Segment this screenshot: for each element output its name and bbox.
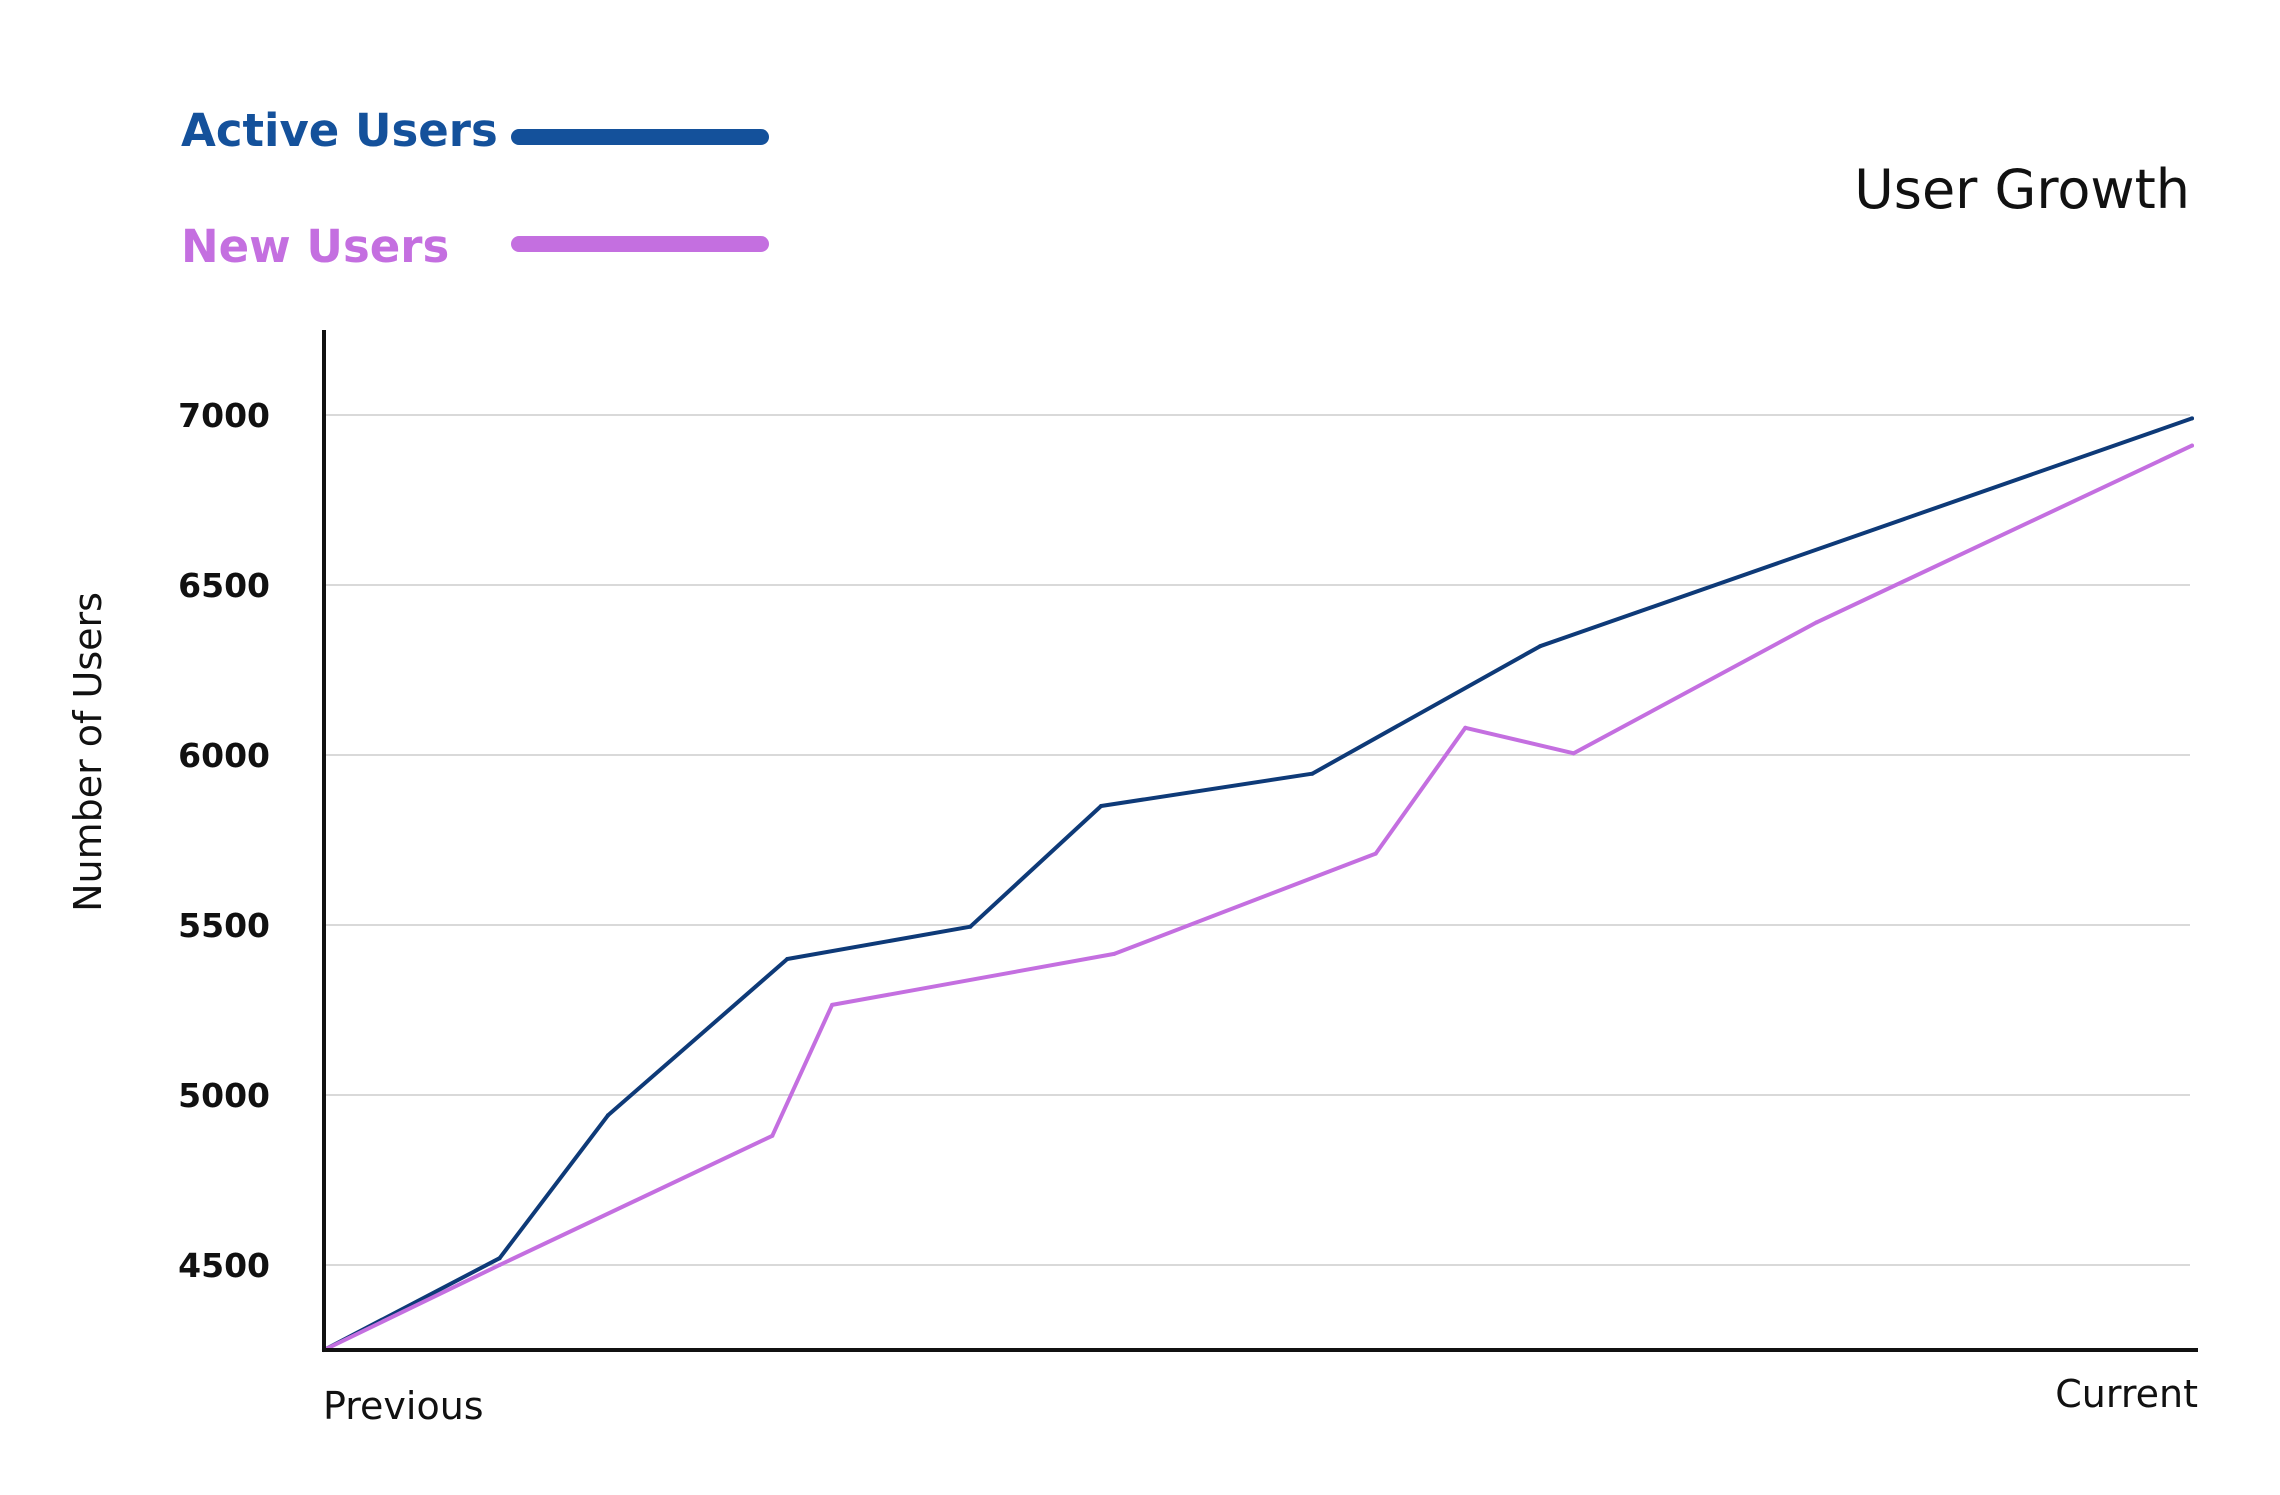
y-tick-label-7000: 7000 — [178, 396, 270, 435]
data-point-active-users-1 — [497, 1256, 502, 1261]
data-point-new-users-3 — [830, 1002, 835, 1007]
data-point-active-users-2 — [605, 1113, 610, 1118]
data-point-new-users-7 — [1571, 751, 1576, 756]
data-point-new-users-6 — [1463, 725, 1468, 730]
data-point-new-users-5 — [1373, 851, 1378, 856]
data-point-active-users-4 — [968, 924, 973, 929]
legend-item-new-users: New Users — [181, 220, 769, 273]
data-point-active-users-7 — [1538, 644, 1543, 649]
series-line-active-users — [322, 416, 2194, 1352]
data-point-new-users-1 — [497, 1263, 502, 1267]
data-point-new-users-9 — [2190, 443, 2194, 448]
chart-title: User Growth — [1854, 158, 2190, 221]
series-lines — [322, 416, 2194, 1352]
legend-label-new-users: New Users — [181, 220, 449, 273]
series-line-new-users — [322, 443, 2194, 1352]
data-point-active-users-8 — [2190, 416, 2194, 421]
y-tick-label-5500: 5500 — [178, 906, 270, 945]
y-tick-label-5000: 5000 — [178, 1076, 270, 1115]
legend-label-active-users: Active Users — [181, 104, 498, 157]
data-point-new-users-4 — [1112, 951, 1117, 956]
y-tick-labels: 4500 5000 5500 6000 6500 7000 — [178, 396, 270, 1285]
data-point-active-users-3 — [785, 957, 790, 961]
data-point-active-users-5 — [1099, 804, 1104, 808]
y-tick-label-6000: 6000 — [178, 736, 270, 775]
gridlines — [324, 414, 2190, 1266]
y-tick-label-6500: 6500 — [178, 566, 270, 605]
x-tick-label-previous: Previous — [323, 1384, 484, 1428]
data-point-new-users-8 — [1814, 620, 1819, 625]
x-tick-label-current: Current — [2055, 1372, 2198, 1416]
legend-item-active-users: Active Users — [181, 104, 769, 157]
y-tick-label-4500: 4500 — [178, 1246, 270, 1285]
y-axis-title: Number of Users — [66, 592, 110, 912]
data-point-new-users-2 — [770, 1133, 775, 1138]
legend: Active Users New Users — [181, 104, 769, 273]
data-point-active-users-6 — [1310, 771, 1315, 776]
